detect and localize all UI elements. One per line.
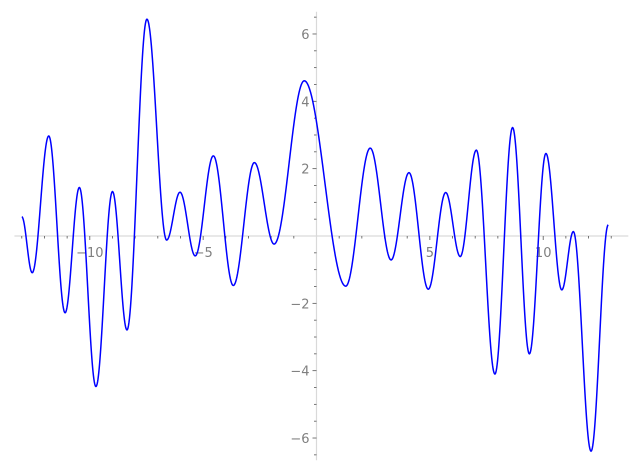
x-tick-label: 5 bbox=[426, 246, 434, 261]
y-tick-label: −4 bbox=[290, 365, 309, 380]
x-tick-label: −10 bbox=[76, 246, 103, 261]
y-tick-label: 4 bbox=[301, 95, 309, 110]
y-tick-label: 6 bbox=[301, 28, 309, 43]
x-tick-label: 10 bbox=[535, 246, 552, 261]
y-tick-label: −2 bbox=[290, 297, 309, 312]
series-line bbox=[21, 18, 609, 453]
axes bbox=[14, 11, 629, 461]
y-tick-label: 2 bbox=[301, 163, 309, 178]
y-tick-label: −6 bbox=[290, 432, 309, 447]
